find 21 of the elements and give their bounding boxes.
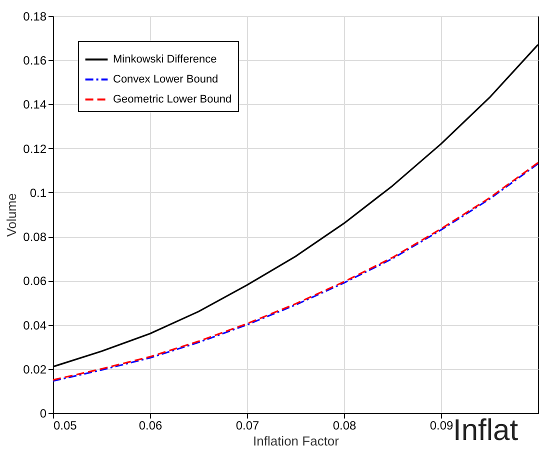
legend-label: Minkowski Difference xyxy=(113,54,217,66)
text: Inflat xyxy=(453,414,519,447)
y-tick-label: 0.02 xyxy=(23,362,47,376)
x-tick-label: 0.07 xyxy=(236,418,260,432)
y-tick-label: 0.12 xyxy=(23,142,47,156)
y-tick-label: 0.06 xyxy=(23,274,47,288)
y-tick-label: 0 xyxy=(40,406,47,420)
y-tick-label: 0.14 xyxy=(23,98,47,112)
x-tick-label: 0.05 xyxy=(54,418,78,432)
legend-label: Geometric Lower Bound xyxy=(113,94,232,106)
y-tick-label: 0.1 xyxy=(30,186,47,200)
y-axis-title: Volume xyxy=(4,193,20,237)
y-tick-label: 0.08 xyxy=(23,230,47,244)
y-tick-label: 0.16 xyxy=(23,54,47,68)
legend-label: Convex Lower Bound xyxy=(113,74,218,86)
x-tick-label: 0.09 xyxy=(430,418,454,432)
x-axis-title: Inflation Factor xyxy=(253,434,340,448)
x-tick-label: 0.06 xyxy=(138,418,162,432)
y-tick-label: 0.18 xyxy=(23,10,47,24)
x-tick-label: 0.08 xyxy=(332,418,356,432)
y-tick-label: 0.04 xyxy=(23,318,47,332)
